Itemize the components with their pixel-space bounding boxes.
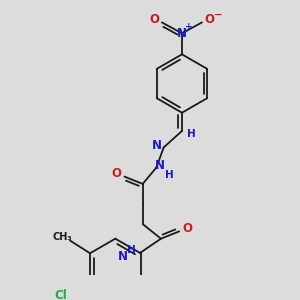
Text: +: + [185, 22, 193, 31]
Text: N: N [118, 250, 128, 263]
Text: O: O [204, 13, 214, 26]
Text: H: H [187, 129, 195, 139]
Text: N: N [152, 139, 161, 152]
Text: O: O [111, 167, 121, 180]
Text: H: H [165, 170, 173, 180]
Text: N: N [177, 27, 187, 40]
Text: N: N [155, 159, 165, 172]
Text: CH₃: CH₃ [53, 232, 73, 242]
Text: H: H [128, 244, 136, 255]
Text: Cl: Cl [55, 289, 67, 300]
Text: −: − [214, 10, 223, 20]
Text: O: O [150, 13, 160, 26]
Text: O: O [182, 222, 192, 235]
